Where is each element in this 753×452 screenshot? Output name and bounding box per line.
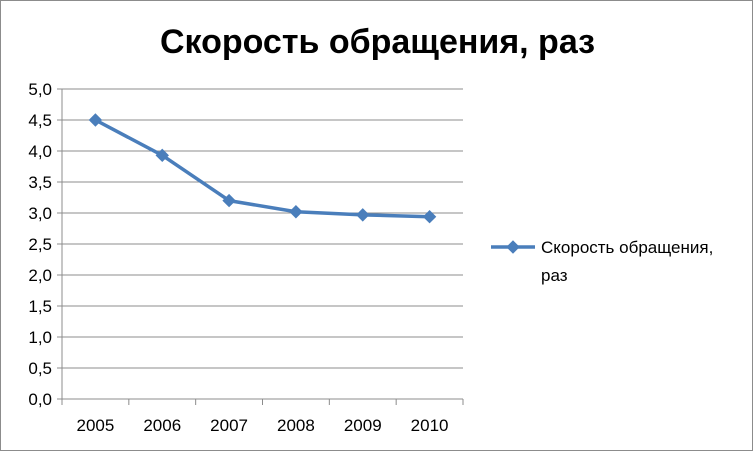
legend-label: раз (541, 266, 568, 285)
x-tick-label: 2007 (210, 416, 248, 435)
data-point-marker (155, 148, 169, 163)
y-tick-label: 5,0 (28, 80, 52, 99)
data-point-marker (222, 193, 236, 208)
data-point-marker (88, 113, 103, 127)
y-tick-label: 0,5 (28, 359, 52, 378)
x-tick-label: 2009 (344, 416, 382, 435)
chart-title: Скорость обращения, раз (159, 23, 596, 61)
y-tick-label: 4,5 (28, 111, 52, 130)
x-tick-label: 2008 (277, 416, 315, 435)
x-tick-label: 2010 (411, 416, 449, 435)
data-point-marker (356, 208, 370, 222)
legend-marker (506, 240, 520, 254)
y-tick-label: 4,0 (28, 142, 52, 161)
x-tick-label: 2005 (77, 416, 115, 435)
y-tick-label: 2,5 (28, 235, 52, 254)
y-tick-label: 1,5 (28, 297, 52, 316)
legend-label: Скорость обращения, (541, 238, 713, 257)
y-tick-label: 3,5 (28, 173, 52, 192)
y-tick-label: 1,0 (28, 328, 52, 347)
x-tick-label: 2006 (143, 416, 181, 435)
y-tick-label: 0,0 (28, 390, 52, 409)
data-point-marker (422, 210, 437, 224)
series-line (94, 118, 430, 219)
y-tick-label: 3,0 (28, 204, 52, 223)
y-tick-label: 2,0 (28, 266, 52, 285)
data-point-marker (289, 205, 303, 219)
